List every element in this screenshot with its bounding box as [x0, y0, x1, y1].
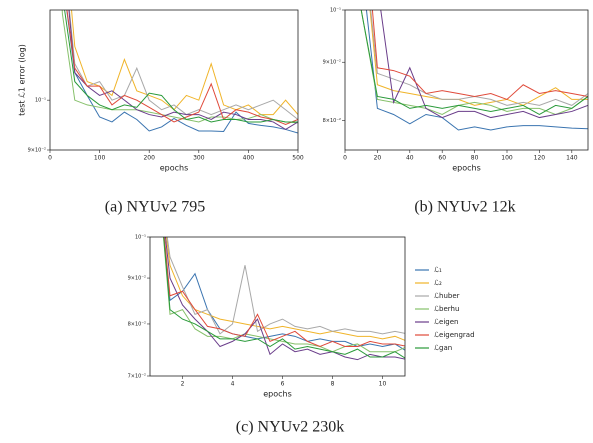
series-line [163, 237, 405, 351]
x-tick-label: 40 [406, 155, 414, 162]
x-tick-label: 120 [534, 155, 546, 162]
x-tick-label: 0 [343, 155, 347, 162]
x-tick-label: 6 [281, 381, 285, 388]
series-line [164, 237, 405, 361]
series-line [380, 10, 588, 119]
x-tick-label: 140 [566, 155, 578, 162]
y-tick-label: 8×10⁻² [323, 118, 341, 124]
legend-label: ℒeigengrad [434, 331, 475, 339]
x-tick-label: 10 [379, 381, 387, 388]
x-tick-label: 100 [501, 155, 513, 162]
caption: (c) NYUv2 230k [236, 419, 344, 436]
axes-frame [49, 9, 299, 151]
series-line [166, 237, 405, 335]
y-tick-label: 9×10⁻² [28, 148, 46, 154]
axes-frame [344, 9, 589, 151]
series-line [370, 10, 588, 106]
series-line [68, 10, 298, 131]
series-line [360, 10, 588, 116]
legend-label: ℒeigen [434, 318, 458, 326]
legend-label: ℒberhu [434, 305, 459, 313]
series-line [163, 237, 405, 348]
caption: (a) NYUv2 795 [105, 199, 205, 216]
series-line [165, 237, 405, 341]
y-tick-label: 8×10⁻² [128, 321, 146, 327]
x-tick-label: 4 [231, 381, 235, 388]
x-tick-label: 200 [143, 155, 155, 162]
legend-label: ℒhuber [434, 292, 460, 300]
y-tick-label: 10⁻¹ [330, 8, 341, 14]
series-line [163, 237, 405, 359]
series-line [66, 10, 298, 125]
axes-frame [149, 236, 406, 377]
x-axis-label: epochs [263, 390, 292, 399]
y-tick-label: 9×10⁻² [323, 60, 341, 66]
x-tick-label: 100 [94, 155, 106, 162]
x-tick-label: 60 [438, 155, 446, 162]
y-tick-label: 10⁻¹ [35, 98, 46, 104]
x-axis-label: epochs [452, 164, 481, 173]
y-tick-label: 9×10⁻² [128, 276, 146, 282]
y-tick-label: 10⁻¹ [135, 235, 146, 241]
series-line [68, 10, 298, 120]
series-line [71, 10, 298, 116]
legend-label: ℒgan [434, 344, 452, 352]
series-line [360, 10, 588, 116]
y-tick-label: 7×10⁻² [128, 374, 146, 380]
series-line [162, 237, 405, 353]
x-axis-label: epochs [160, 164, 189, 173]
x-tick-label: 20 [374, 155, 382, 162]
x-tick-label: 8 [331, 381, 335, 388]
series-line [66, 10, 298, 134]
x-tick-label: 400 [243, 155, 255, 162]
legend-label: ℒ₂ [434, 279, 442, 287]
series-line [365, 10, 588, 131]
legend-label: ℒ₁ [434, 266, 442, 274]
x-tick-label: 0 [48, 155, 52, 162]
x-tick-label: 2 [181, 381, 185, 388]
caption: (b) NYUv2 12k [414, 199, 515, 216]
y-axis-label: test ℒ1 error (log) [18, 44, 27, 116]
series-line [371, 10, 588, 100]
x-tick-label: 300 [193, 155, 205, 162]
series-line [64, 10, 298, 123]
x-tick-label: 500 [292, 155, 304, 162]
x-tick-label: 80 [471, 155, 479, 162]
